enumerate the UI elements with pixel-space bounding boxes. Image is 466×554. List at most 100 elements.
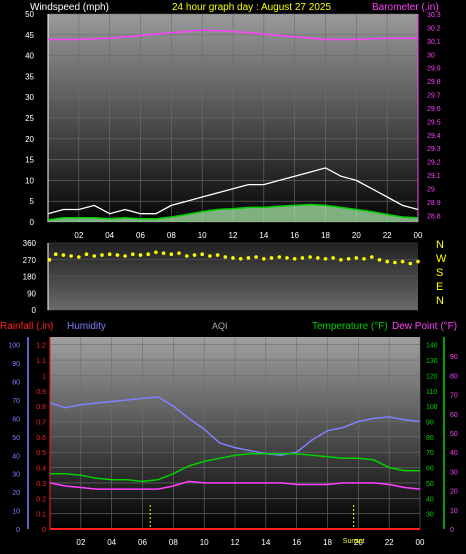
- tick-label-baro: 30.3: [427, 12, 441, 19]
- tick-label-humidity: 30: [12, 472, 20, 479]
- tick-label-humidity: 10: [12, 509, 20, 516]
- direction-point: [154, 250, 158, 255]
- tick-label-wind: 45: [25, 31, 34, 40]
- direction-point: [123, 254, 127, 258]
- tick-label-rain: 0.3: [36, 481, 46, 488]
- direction-point: [316, 256, 320, 260]
- tick-label-humidity: 50: [12, 435, 20, 442]
- direction-point: [354, 256, 359, 260]
- tick-label-time: 06: [136, 231, 145, 240]
- direction-point: [107, 252, 112, 256]
- direction-point: [100, 253, 104, 257]
- tick-label-humidity: 0: [16, 527, 20, 534]
- direction-point: [161, 251, 166, 255]
- direction-point: [292, 257, 297, 261]
- direction-point: [77, 255, 81, 259]
- tick-label-rain: 0.8: [36, 404, 46, 411]
- temperature-label: Temperature (°F): [312, 321, 388, 332]
- tick-label-rain: 0.7: [36, 419, 46, 426]
- tick-label-dew: 10: [450, 508, 458, 515]
- tick-label-baro: 29.9: [427, 66, 441, 73]
- tick-label-rain: 0.5: [36, 450, 46, 457]
- tick-label-rain: 1: [42, 373, 46, 380]
- tick-label-wind: 0: [30, 218, 35, 227]
- direction-point: [385, 259, 390, 264]
- tick-label-temp: 100: [426, 404, 438, 411]
- barometer-label: Barometer (.in): [372, 2, 439, 13]
- compass-label: E: [436, 281, 443, 293]
- tick-label-baro: 29.1: [427, 173, 441, 180]
- tick-label-time: 12: [231, 538, 240, 547]
- direction-point: [331, 256, 336, 260]
- tick-label-temp: 80: [426, 435, 434, 442]
- aqi-label: AQI: [212, 321, 228, 331]
- direction-point: [362, 257, 366, 261]
- humidity-label: Humidity: [67, 321, 106, 332]
- direction-point: [254, 255, 258, 259]
- direction-point: [285, 256, 289, 260]
- direction-point: [192, 253, 197, 257]
- tick-label-temp: 120: [426, 373, 438, 380]
- tick-label-baro: 29.2: [427, 160, 441, 167]
- tick-label-humidity: 60: [12, 416, 20, 423]
- tick-label-baro: 29.4: [427, 133, 441, 140]
- direction-point: [300, 256, 305, 260]
- tick-label-dew: 70: [450, 393, 458, 400]
- direction-point: [138, 253, 143, 257]
- barometer-line: [48, 29, 418, 41]
- tick-label-dir: 0: [32, 306, 37, 315]
- tick-label-dew: 50: [450, 431, 458, 438]
- direction-point: [238, 257, 243, 261]
- tick-label-time: 14: [261, 538, 270, 547]
- tick-label-baro: 30: [427, 52, 435, 59]
- tick-label-baro: 29: [427, 186, 435, 193]
- direction-point: [346, 257, 351, 261]
- dewpoint-line: [49, 480, 421, 490]
- tick-label-time: 08: [169, 538, 178, 547]
- tick-label-temp: 70: [426, 450, 434, 457]
- temperature-line: [50, 452, 420, 483]
- direction-point: [92, 254, 97, 258]
- tick-label-time: 00: [416, 538, 425, 547]
- tick-label-temp: 60: [426, 466, 434, 473]
- direction-point: [215, 253, 220, 257]
- windspeed-line: [47, 167, 419, 215]
- direction-point: [69, 254, 73, 258]
- tick-label-rain: 0.2: [36, 496, 46, 503]
- compass-label: S: [436, 267, 443, 279]
- tick-label-wind: 40: [25, 52, 34, 61]
- tick-label-time: 16: [292, 538, 301, 547]
- tick-label-dew: 0: [450, 527, 454, 534]
- tick-label-dir: 270: [23, 256, 37, 265]
- direction-point: [61, 253, 66, 257]
- tick-label-dir: 180: [23, 273, 37, 282]
- compass-label: W: [436, 253, 447, 265]
- tick-label-temp: 90: [426, 419, 434, 426]
- tick-label-baro: 29.3: [427, 146, 441, 153]
- tick-label-dir: 360: [23, 239, 37, 248]
- tick-label-time: 18: [323, 538, 332, 547]
- direction-point: [269, 256, 274, 260]
- tick-label-time: 02: [74, 231, 83, 240]
- direction-point: [177, 251, 181, 255]
- direction-point: [169, 252, 174, 256]
- direction-point: [223, 255, 228, 259]
- tick-label-rain: 1.2: [36, 343, 46, 350]
- direction-point: [400, 259, 405, 264]
- direction-point: [370, 255, 374, 259]
- rainfall-label: Rainfall (.in): [0, 321, 53, 332]
- tick-label-wind: 10: [25, 176, 34, 185]
- tick-label-time: 16: [290, 231, 299, 240]
- tick-label-temp: 130: [426, 358, 438, 365]
- tick-label-wind: 50: [25, 10, 34, 19]
- tick-label-wind: 35: [25, 72, 34, 81]
- direction-point: [408, 261, 413, 266]
- tick-label-time: 10: [200, 538, 209, 547]
- direction-point: [393, 260, 397, 265]
- tick-label-time: 18: [321, 231, 330, 240]
- tick-label-time: 12: [229, 231, 238, 240]
- direction-point: [185, 254, 189, 258]
- tick-label-time: 08: [167, 231, 176, 240]
- direction-point: [231, 256, 235, 260]
